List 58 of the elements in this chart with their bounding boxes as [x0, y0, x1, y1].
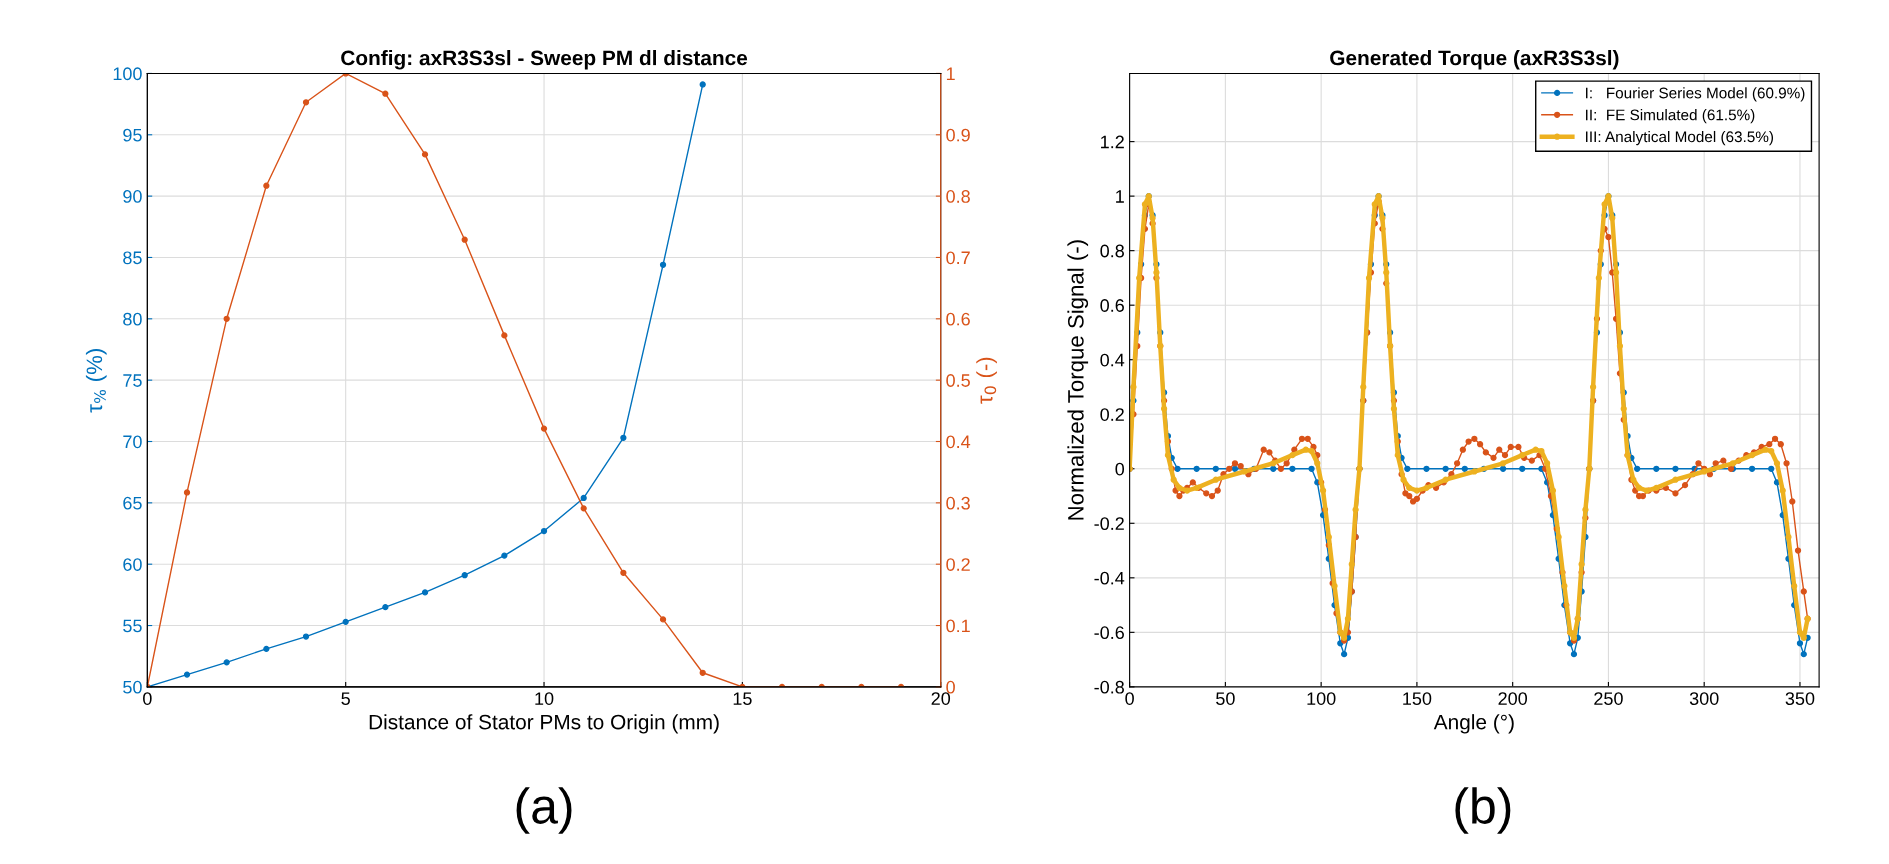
y2-tick-label: 0: [946, 680, 955, 694]
y-tick-label: -0.4: [1094, 571, 1125, 585]
y-tick-label: 0.4: [1100, 353, 1125, 367]
chart-title: Config: axR3S3sl - Sweep PM dl distance: [341, 50, 748, 70]
y-tick-label: 80: [123, 312, 142, 326]
x-tick-label: 15: [733, 692, 752, 705]
chart-title: Generated Torque (axR3S3sl): [1330, 50, 1619, 70]
x-tick-label: 50: [1216, 692, 1235, 705]
y2-tick-label: 0.2: [946, 558, 970, 571]
y2-tick-label: 0.1: [946, 619, 970, 633]
y2-tick-label: 0.9: [946, 128, 970, 142]
y-tick-label: 75: [123, 374, 142, 387]
y-tick-label: 90: [123, 190, 142, 203]
x-tick-label: 10: [535, 692, 554, 705]
y-tick-label: 95: [123, 128, 142, 142]
y2-tick-label: 1: [946, 67, 955, 80]
y-tick-label: 1: [1116, 190, 1124, 203]
y-axis-title: Normalized Torque Signal (-): [1067, 240, 1089, 520]
x-axis-title: Distance of Stator PMs to Origin (mm): [369, 714, 719, 734]
y-tick-label: 0.2: [1100, 408, 1124, 421]
y-tick-label: 0.6: [1100, 299, 1124, 312]
x-tick-label: 20: [931, 692, 951, 705]
y2-tick-label: 0.8: [946, 190, 970, 203]
y-tick-label: 60: [123, 558, 142, 571]
y-tick-label: 70: [123, 435, 142, 449]
x-tick-label: 350: [1785, 692, 1815, 705]
text: (b): [1455, 787, 1511, 834]
y-tick-label: 100: [113, 67, 142, 81]
x-tick-label: 5: [341, 692, 350, 705]
y-tick-label: 85: [123, 251, 142, 265]
y-axis-title: τ$_{%}$ (%): [85, 349, 107, 413]
y-tick-label: 0: [1115, 462, 1125, 476]
x-tick-label: 300: [1689, 692, 1719, 705]
legend-label: III: Analytical Model (63.5%): [1586, 130, 1774, 146]
y2-tick-label: 0.4: [946, 435, 971, 449]
y-tick-label: 0.8: [1100, 244, 1124, 258]
y-tick-label: 65: [123, 496, 142, 510]
legend-label: II: FE Simulated (61.5%): [1586, 109, 1755, 124]
y-tick-label: -0.8: [1094, 680, 1124, 694]
y2-tick-label: 0.5: [946, 374, 970, 387]
y-tick-label: -0.2: [1094, 517, 1124, 531]
y2-tick-label: 0.7: [946, 251, 970, 265]
x-tick-label: 250: [1594, 692, 1623, 705]
y-tick-label: 50: [123, 680, 142, 694]
y-tick-label: -0.6: [1094, 626, 1124, 640]
y2-tick-label: 0.3: [946, 496, 970, 510]
x-tick-label: 0: [143, 692, 152, 705]
x-tick-label: 0: [1125, 692, 1134, 705]
legend-label: I: Fourier Series Model (60.9%): [1586, 87, 1805, 102]
y2-tick-label: 0.6: [946, 312, 970, 326]
y2-axis-title: τ$_{0}$ (-): [976, 357, 997, 404]
y-tick-label: 55: [123, 619, 142, 633]
x-axis-title: Angle (°): [1433, 714, 1514, 734]
y-tick-label: 1.2: [1101, 135, 1124, 149]
x-tick-label: 100: [1307, 692, 1336, 705]
x-tick-label: 200: [1498, 692, 1528, 705]
text: (a): [516, 787, 572, 834]
x-tick-label: 150: [1403, 692, 1432, 705]
